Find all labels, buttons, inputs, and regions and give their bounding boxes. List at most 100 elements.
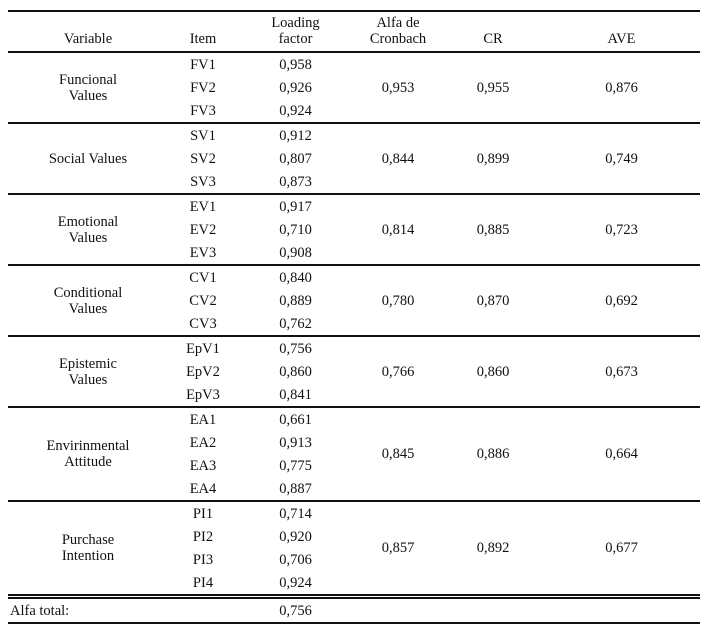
loading-factor-value: 0,840	[279, 269, 312, 286]
item-code: EV1	[189, 198, 217, 215]
loading-factor-value: 0,756	[279, 340, 312, 357]
loading-factor-value: 0,912	[279, 127, 312, 144]
item-row: EV2 0,710	[8, 218, 700, 241]
item-row: CV2 0,889	[8, 289, 700, 312]
loading-factor-value: 0,924	[279, 102, 312, 119]
variable-group: Social Values SV1 0,912 0,844 0,899 0,749 SV2 0…	[8, 123, 700, 194]
item-code: SV2	[190, 150, 216, 167]
loading-factor-value: 0,887	[279, 480, 312, 497]
variable-name: Funcional Values	[8, 52, 168, 123]
item-code: EA2	[189, 434, 217, 451]
ave-value: 0,677	[605, 540, 638, 556]
item-row: SV2 0,807	[8, 147, 700, 170]
header-row: Variable Item Loading factor Alfa de Cro…	[8, 11, 700, 52]
loading-factor-value: 0,920	[279, 528, 312, 545]
cr-value: 0,860	[476, 363, 510, 380]
cr-value: 0,870	[476, 292, 510, 309]
cronbach-alfa-value: 0,845	[381, 446, 415, 462]
header-alfa-de-cronbach: Alfa de Cronbach	[353, 11, 443, 52]
variable-group: Purchase Intention PI1 0,714 0,857 0,892 0,67…	[8, 501, 700, 597]
header-item-label: Item	[189, 31, 217, 47]
variable-name-label: Epistemic Values	[59, 355, 117, 388]
item-code: PI4	[192, 574, 214, 591]
loading-factor-value: 0,807	[279, 150, 312, 167]
loading-factor-value: 0,775	[279, 457, 312, 474]
loading-factor-value: 0,958	[279, 56, 312, 73]
item-row: EA3 0,775	[8, 454, 700, 477]
item-row: Purchase Intention PI1 0,714 0,857 0,892 0,67…	[8, 501, 700, 565]
item-row: EA4 0,887	[8, 477, 700, 501]
item-row: FV2 0,926	[8, 76, 700, 99]
variable-group: Conditional Values CV1 0,840 0,780 0,870 0,69…	[8, 265, 700, 336]
variable-name: Purchase Intention	[8, 501, 168, 597]
cr-value: 0,955	[476, 79, 510, 96]
cronbach-alfa-value: 0,857	[381, 540, 415, 556]
variable-name-label: Conditional Values	[53, 284, 123, 317]
loading-factor-value: 0,889	[279, 292, 312, 309]
loading-factor-value: 0,913	[279, 434, 312, 451]
cronbach-alfa-value: 0,953	[381, 79, 415, 96]
header-variable-label: Variable	[63, 31, 113, 47]
variable-group: Funcional Values FV1 0,958 0,953 0,955 0,876 F…	[8, 52, 700, 123]
item-code: EA4	[189, 480, 217, 497]
variable-name-label: Emotional Values	[57, 213, 119, 246]
variable-group: Envirinmental Attitude EA1 0,661 0,845 0,886…	[8, 407, 700, 501]
loading-factor-value: 0,714	[279, 505, 312, 522]
item-row: Social Values SV1 0,912 0,844 0,899 0,749	[8, 123, 700, 167]
loading-factor-value: 0,661	[279, 411, 312, 428]
alfa-total-label: Alfa total:	[10, 602, 70, 619]
variable-name: Epistemic Values	[8, 336, 168, 407]
variable-group: Epistemic Values EpV1 0,756 0,766 0,860 0,673…	[8, 336, 700, 407]
header-variable: Variable	[8, 11, 168, 52]
item-code: SV3	[190, 173, 216, 190]
loading-factor-value: 0,841	[279, 386, 312, 403]
ave-value: 0,749	[605, 150, 638, 167]
header-cr: CR	[443, 11, 543, 52]
cr-value: 0,885	[476, 221, 510, 238]
item-code: PI1	[192, 505, 214, 522]
loading-factor-value: 0,710	[279, 221, 312, 238]
loading-factor-value: 0,924	[279, 574, 312, 591]
item-code: PI3	[192, 551, 214, 568]
cronbach-alfa-value: 0,844	[381, 150, 415, 167]
item-row: SV3 0,873	[8, 170, 700, 194]
item-code: CV1	[189, 269, 217, 286]
item-row: EV3 0,908	[8, 241, 700, 265]
loading-factor-value: 0,917	[279, 198, 312, 215]
header-ave: AVE	[543, 11, 700, 52]
item-code: FV2	[190, 79, 216, 96]
cronbach-alfa-value: 0,766	[381, 363, 415, 380]
item-code: PI2	[192, 528, 214, 545]
ave-value: 0,692	[605, 292, 638, 309]
variable-name: Emotional Values	[8, 194, 168, 265]
item-code: EpV2	[186, 363, 220, 380]
item-row: EpV3 0,841	[8, 383, 700, 407]
variable-name: Social Values	[8, 123, 168, 194]
loading-factor-value: 0,762	[279, 315, 312, 332]
cronbach-alfa-value: 0,814	[381, 221, 415, 238]
measurement-model-table: Variable Item Loading factor Alfa de Cro…	[8, 10, 700, 624]
ave-value: 0,673	[605, 363, 638, 380]
footer-empty-cell	[353, 597, 700, 624]
variable-name-label: Envirinmental Attitude	[46, 438, 130, 470]
header-cr-label: CR	[483, 31, 503, 47]
header-loading-factor-label: Loading factor	[271, 15, 320, 47]
item-code: EA1	[189, 411, 217, 428]
cr-value: 0,899	[476, 150, 510, 167]
loading-factor-value: 0,908	[279, 244, 312, 261]
ave-value: 0,876	[605, 79, 638, 96]
variable-name-label: Funcional Values	[59, 71, 117, 104]
item-row: Funcional Values FV1 0,958 0,953 0,955 0,876	[8, 52, 700, 104]
variable-name-label: Social Values	[48, 150, 128, 167]
item-row: PI4 0,924	[8, 571, 700, 597]
cr-value: 0,892	[476, 540, 510, 556]
header-ave-label: AVE	[607, 31, 636, 47]
header-loading-factor: Loading factor	[238, 11, 353, 52]
item-row: PI2 0,920	[8, 525, 700, 548]
loading-factor-value: 0,873	[279, 173, 312, 190]
variable-group: Emotional Values EV1 0,917 0,814 0,885 0,723 E…	[8, 194, 700, 265]
item-code: FV3	[190, 102, 216, 119]
item-code: EA3	[189, 457, 217, 474]
item-row: EpV2 0,860	[8, 360, 700, 383]
item-code: SV1	[190, 127, 216, 144]
